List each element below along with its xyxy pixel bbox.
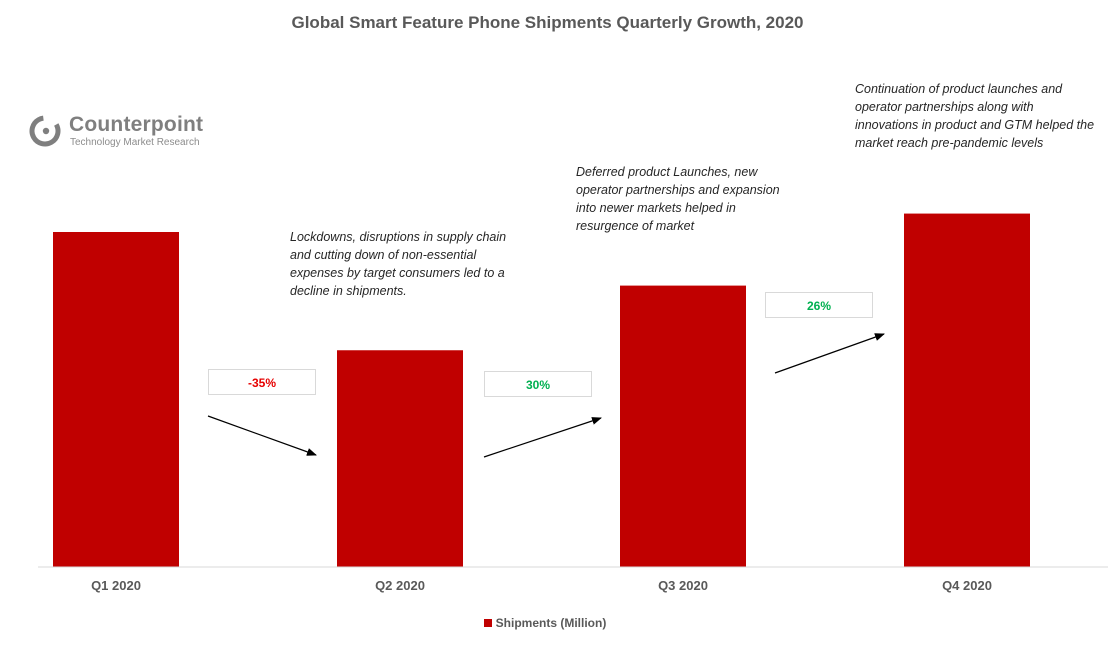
growth-label-q1-q2: -35% [208, 369, 316, 395]
counterpoint-logo-icon [29, 115, 61, 147]
growth-label-q3-q4: 26% [765, 292, 873, 318]
legend-label: Shipments (Million) [495, 616, 607, 630]
trend-arrow-q1-q2 [207, 415, 317, 456]
bar-q1 [53, 232, 179, 567]
logo-tagline: Technology Market Research [70, 137, 200, 148]
annotation-q4-recovery: Continuation of product launches and ope… [855, 82, 1095, 150]
legend-swatch [483, 618, 492, 627]
bar-q3 [620, 285, 746, 567]
trend-arrow-q2-q3 [483, 417, 602, 458]
counterpoint-logo: Counterpoint Technology Market Research [28, 112, 228, 152]
logo-name: Counterpoint [69, 113, 204, 136]
trend-arrow-q3-q4 [774, 333, 885, 374]
bars-layer [53, 213, 1030, 567]
x-tick-label-q1: Q1 2020 [91, 578, 141, 593]
x-tick-label-q2: Q2 2020 [375, 578, 425, 593]
chart-title: Global Smart Feature Phone Shipments Qua… [291, 13, 804, 32]
annotation-q2-decline: Lockdowns, disruptions in supply chain a… [290, 230, 507, 298]
bar-q2 [337, 350, 463, 567]
x-tick-label-q3: Q3 2020 [658, 578, 708, 593]
annotation-q3-resurgence: Deferred product Launches, new operator … [576, 165, 780, 233]
arrows-layer [207, 333, 885, 458]
growth-label-q2-q3: 30% [484, 371, 592, 397]
x-tick-label-q4: Q4 2020 [942, 578, 992, 593]
chart-legend: Shipments (Million) [0, 616, 1090, 630]
bar-q4 [904, 213, 1030, 567]
